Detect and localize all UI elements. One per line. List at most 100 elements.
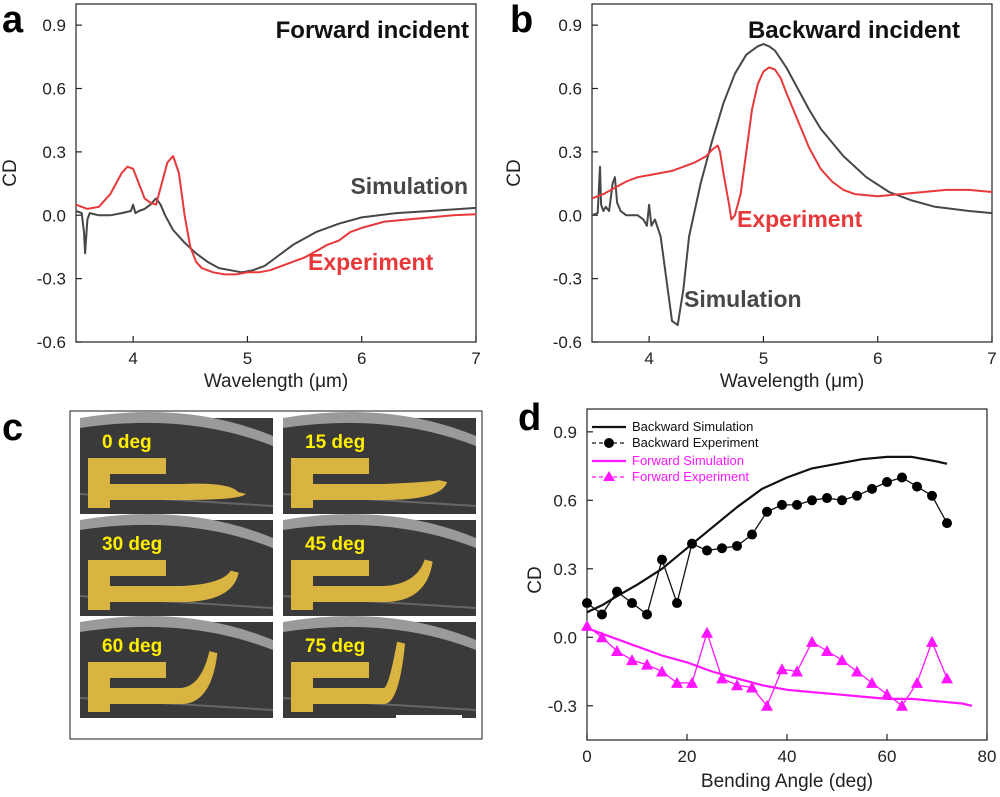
scale-bar bbox=[396, 715, 462, 720]
panel-d-y-tick-label: 0.6 bbox=[553, 491, 577, 510]
panel-d-point-forward-experiment bbox=[941, 672, 953, 684]
sem-substrate bbox=[80, 412, 273, 446]
panel-d-point-forward-experiment bbox=[641, 658, 653, 670]
panel-d-point-backward-experiment bbox=[762, 506, 772, 517]
panel-d-legend: Backward Simulation Backward Experiment … bbox=[592, 419, 759, 484]
legend-label-backward-simulation: Backward Simulation bbox=[632, 419, 753, 434]
panel-d-point-forward-experiment bbox=[911, 676, 923, 688]
sem-image-tile: 30 deg bbox=[79, 514, 274, 616]
panel-b-y-tick-label: -0.6 bbox=[553, 333, 582, 352]
gold-top-arm bbox=[88, 662, 166, 678]
sem-substrate bbox=[283, 616, 476, 650]
panel-d-x-tick-label: 60 bbox=[878, 747, 897, 766]
sem-image-tile: 15 deg bbox=[282, 412, 477, 514]
panel-a-simulation-label: Simulation bbox=[350, 173, 468, 199]
bend-angle-label: 30 deg bbox=[102, 534, 162, 555]
panel-b-series bbox=[591, 43, 993, 327]
panel-d-point-forward-experiment bbox=[776, 663, 788, 675]
panel-a-series-experiment bbox=[75, 155, 477, 276]
gold-top-arm bbox=[88, 560, 166, 576]
panel-d-point-backward-experiment bbox=[807, 495, 817, 506]
sem-image-tile: 0 deg bbox=[79, 412, 274, 514]
panel-d-y-tick-label: 0.3 bbox=[553, 560, 577, 579]
panel-d-x-axis-label: Bending Angle (deg) bbox=[701, 771, 873, 792]
panel-d-point-forward-experiment bbox=[581, 619, 593, 631]
panel-b-x-tick-label: 5 bbox=[759, 349, 768, 368]
panel-d-point-backward-experiment bbox=[867, 483, 877, 494]
panel-b-x-tick-label: 4 bbox=[644, 349, 653, 368]
panel-d-point-backward-experiment bbox=[582, 598, 592, 609]
panel-d-point-backward-experiment bbox=[732, 540, 742, 551]
panel-b-series-experiment bbox=[591, 66, 993, 221]
panel-d-series-forward-experiment bbox=[586, 625, 948, 707]
panel-d-point-backward-experiment bbox=[777, 499, 787, 510]
panel-letter-d: d bbox=[518, 397, 541, 439]
panel-b-title: Backward incident bbox=[748, 17, 960, 44]
panel-d-point-forward-experiment bbox=[716, 672, 728, 684]
sem-substrate bbox=[283, 514, 476, 548]
panel-d-point-forward-experiment bbox=[821, 644, 833, 656]
panel-letter-c: c bbox=[2, 407, 23, 449]
panel-d-point-forward-experiment bbox=[881, 688, 893, 700]
panel-d-y-axis-label: CD bbox=[525, 566, 546, 593]
panel-b-x-tick-label: 6 bbox=[873, 349, 882, 368]
panel-d-chart: 0 20 40 60 80 -0.3 0.0 0.3 0.6 0.9 Backward Simul… bbox=[525, 408, 997, 792]
sem-substrate bbox=[80, 514, 273, 548]
panel-d-point-backward-experiment bbox=[882, 477, 892, 488]
panel-a-series-simulation bbox=[75, 197, 477, 274]
panel-a-y-tick-label: 0.0 bbox=[42, 206, 66, 225]
panel-d-point-backward-experiment bbox=[687, 538, 697, 549]
panel-d-point-backward-experiment bbox=[642, 609, 652, 620]
panel-c-images: 0 deg 15 deg 30 deg 45 deg 60 deg 75 deg bbox=[79, 412, 477, 718]
bend-angle-label: 45 deg bbox=[305, 534, 365, 555]
panel-b-y-tick-label: 0.6 bbox=[558, 80, 582, 99]
panel-d-point-forward-experiment bbox=[851, 665, 863, 677]
panel-d-point-forward-experiment bbox=[791, 665, 803, 677]
gold-top-arm bbox=[291, 458, 369, 474]
gold-top-arm bbox=[291, 662, 369, 678]
bend-angle-label: 60 deg bbox=[102, 636, 162, 657]
panel-d-point-backward-experiment bbox=[747, 529, 757, 540]
panel-d-point-forward-experiment bbox=[866, 676, 878, 688]
panel-b-experiment-label: Experiment bbox=[737, 206, 863, 232]
legend-swatch-backward-experiment-marker bbox=[604, 438, 614, 448]
gold-bent-arm bbox=[88, 651, 218, 704]
panel-d-point-forward-experiment bbox=[836, 654, 848, 666]
panel-b-chart: 4 5 6 7 -0.6 -0.3 0.0 0.3 0.6 0.9 Backward incide… bbox=[504, 3, 997, 392]
panel-d-x-tick-label: 0 bbox=[582, 747, 591, 766]
gold-bent-arm bbox=[291, 480, 448, 500]
panel-a-experiment-label: Experiment bbox=[308, 249, 434, 275]
panel-a-y-tick-label: 0.9 bbox=[42, 16, 66, 35]
panel-d-point-forward-experiment bbox=[656, 665, 668, 677]
panel-d-x-tick-label: 40 bbox=[778, 747, 797, 766]
sem-image-tile: 60 deg bbox=[79, 616, 274, 718]
panel-d-point-forward-experiment bbox=[731, 679, 743, 691]
gold-bent-arm bbox=[88, 570, 239, 602]
panel-d-point-forward-experiment bbox=[746, 681, 758, 693]
legend-swatch-forward-experiment-marker bbox=[603, 471, 615, 481]
panel-a-x-tick-label: 7 bbox=[471, 349, 480, 368]
panel-d-point-forward-experiment bbox=[611, 644, 623, 656]
panel-d-point-forward-experiment bbox=[806, 635, 818, 647]
panel-d-point-backward-experiment bbox=[927, 490, 937, 501]
panel-d-point-backward-experiment bbox=[627, 598, 637, 609]
panel-d-point-backward-experiment bbox=[837, 495, 847, 506]
panel-a-y-tick-label: 0.6 bbox=[42, 80, 66, 99]
bend-angle-label: 0 deg bbox=[102, 432, 152, 453]
gold-bent-arm bbox=[291, 559, 433, 602]
gold-top-arm bbox=[88, 458, 166, 474]
panel-d-series-backward-simulation bbox=[586, 455, 948, 614]
panel-d-point-backward-experiment bbox=[717, 543, 727, 554]
gold-bent-arm bbox=[291, 641, 406, 704]
panel-letter-a: a bbox=[2, 0, 24, 41]
gold-top-arm bbox=[291, 560, 369, 576]
panel-b-y-tick-label: 0.3 bbox=[558, 143, 582, 162]
sem-substrate bbox=[283, 412, 476, 446]
panel-d-point-forward-experiment bbox=[701, 626, 713, 638]
legend-label-backward-experiment: Backward Experiment bbox=[632, 435, 759, 450]
panel-a-plot-frame bbox=[75, 3, 477, 343]
panel-b-x-axis-label: Wavelength (μm) bbox=[720, 371, 864, 392]
panel-d-x-tick-label: 80 bbox=[978, 747, 997, 766]
panel-d-point-backward-experiment bbox=[897, 472, 907, 483]
